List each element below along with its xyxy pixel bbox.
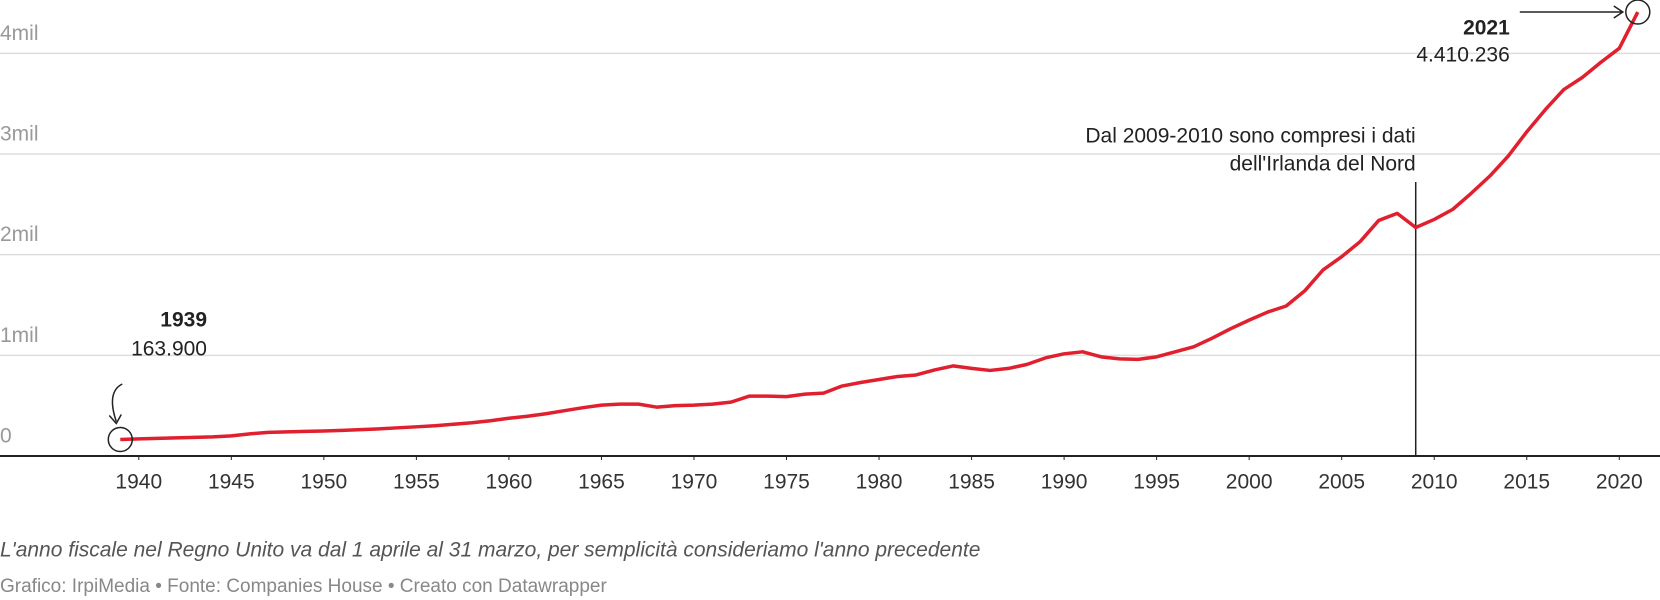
annotation-circle bbox=[1625, 0, 1651, 25]
vline-label: dell'Irlanda del Nord bbox=[1230, 153, 1416, 176]
x-tick-label: 1970 bbox=[671, 471, 718, 494]
line bbox=[120, 11, 1640, 442]
x-tick-label: 1960 bbox=[486, 471, 533, 494]
x-tick-label: 2020 bbox=[1596, 471, 1643, 494]
arrow-head bbox=[1613, 5, 1625, 19]
annotation-circle bbox=[107, 426, 134, 453]
annotation-year: 1939 bbox=[160, 309, 207, 332]
x-tick-label: 1955 bbox=[393, 471, 440, 494]
y-tick-label: 2mil bbox=[0, 223, 39, 246]
note: L'anno fiscale nel Regno Unito va dal 1 … bbox=[0, 539, 980, 562]
x-tick-label: 2005 bbox=[1318, 471, 1365, 494]
y-tick-label: 4mil bbox=[0, 22, 39, 45]
y-tick-label: 3mil bbox=[0, 123, 39, 146]
x-tick-label: 1995 bbox=[1133, 471, 1180, 494]
x-tick-label: 1985 bbox=[948, 471, 995, 494]
x-tick-label: 1945 bbox=[208, 471, 255, 494]
x-tick-label: 1975 bbox=[763, 471, 810, 494]
x-tick-label: 2010 bbox=[1411, 471, 1458, 494]
annotation-value: 163.900 bbox=[131, 338, 207, 361]
annotation-arrow bbox=[111, 383, 123, 422]
x-tick-label: 2000 bbox=[1226, 471, 1273, 494]
x-tick-label: 1990 bbox=[1041, 471, 1088, 494]
annotation-value: 4.410.236 bbox=[1416, 44, 1509, 67]
x-tick-label: 1940 bbox=[115, 471, 162, 494]
annotation-year: 2021 bbox=[1463, 17, 1510, 40]
x-tick-label: 1950 bbox=[300, 471, 347, 494]
x-tick-label: 2015 bbox=[1503, 471, 1550, 494]
x-tick-label: 1965 bbox=[578, 471, 625, 494]
y-tick-label: 0 bbox=[0, 425, 12, 448]
arrow-head bbox=[108, 414, 122, 425]
source: Grafico: IrpiMedia • Fonte: Companies Ho… bbox=[0, 576, 607, 597]
y-tick-label: 1mil bbox=[0, 324, 39, 347]
x-tick-label: 1980 bbox=[856, 471, 903, 494]
vline-label: Dal 2009-2010 sono compresi i dati bbox=[1085, 125, 1415, 148]
